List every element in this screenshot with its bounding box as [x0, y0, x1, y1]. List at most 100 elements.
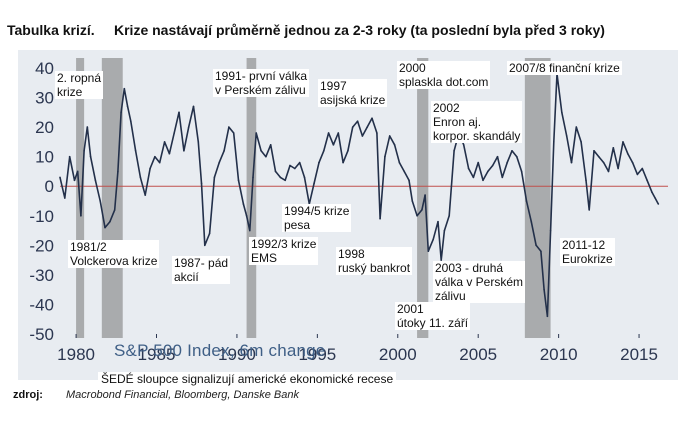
data-point [453, 149, 455, 152]
annotation-1987-crash: 1987- pád akcií [172, 256, 231, 284]
x-tick-label: 2000 [379, 345, 417, 364]
data-point [393, 144, 396, 146]
data-point [218, 161, 221, 164]
data-point [440, 259, 443, 261]
data-point [588, 209, 590, 211]
x-tick-label: 1995 [298, 345, 336, 364]
data-point [232, 132, 235, 134]
y-tick-label: -50 [29, 325, 54, 344]
data-point [113, 209, 116, 211]
data-point [546, 315, 549, 318]
data-point [318, 161, 320, 164]
data-point [126, 105, 129, 108]
data-point [511, 149, 513, 152]
data-point [123, 87, 126, 90]
recession-bar-1 [101, 58, 123, 338]
annotation-oil-crisis: 2. ropná krize [55, 71, 104, 99]
data-point [646, 179, 648, 182]
data-point [424, 194, 426, 196]
data-point [636, 173, 639, 176]
data-point [376, 132, 378, 134]
data-point [213, 176, 216, 179]
annotation-gulf-war-2: 2003 - druhá válka v Perském zálivu [433, 261, 526, 303]
data-point [501, 176, 504, 179]
data-point [491, 164, 494, 167]
data-point [651, 191, 653, 193]
annotation-enron: 2002 Enron aj. korpor. skandály [431, 101, 523, 143]
data-point [602, 161, 605, 164]
y-tick-label: 0 [45, 177, 54, 196]
y-tick-label: -30 [29, 266, 54, 285]
data-point [203, 244, 206, 247]
data-point [347, 149, 349, 152]
data-point [525, 200, 528, 202]
y-tick-label: 30 [35, 89, 54, 108]
data-point [388, 135, 391, 137]
data-point [228, 126, 230, 128]
y-tick-label: -40 [29, 295, 54, 314]
data-point [622, 141, 624, 143]
data-point [144, 194, 147, 196]
chart-area: 40 30 20 10 0 -10 -20 -30 -40 -50 1980 1985 1990 199… [18, 50, 678, 386]
data-point [342, 161, 344, 164]
data-point [173, 132, 176, 134]
data-point [313, 182, 315, 185]
data-point [208, 232, 211, 235]
x-tick-label: 1990 [218, 345, 256, 364]
x-tick-label: 2010 [540, 345, 578, 364]
y-tick-label: -20 [29, 236, 54, 255]
data-point [134, 149, 137, 152]
data-point [303, 176, 306, 179]
header: Tabulka krizí. Krize nastávají průměrně … [0, 0, 698, 50]
data-point [366, 126, 369, 128]
x-tick-label: 2015 [620, 345, 658, 364]
data-point [421, 209, 423, 211]
data-point [269, 144, 272, 146]
data-point [496, 155, 499, 158]
annotation-ems-crisis: 1992/3 krize EMS [249, 237, 319, 265]
data-point [543, 288, 545, 291]
data-point [80, 214, 82, 217]
x-tick-label: 1985 [138, 345, 176, 364]
data-point [437, 220, 439, 223]
data-point [86, 126, 89, 128]
annotation-volcker: 1981/2 Volckerova krize [68, 240, 160, 268]
header-left-title: Tabulka krizí. [7, 22, 95, 38]
data-point [94, 179, 97, 182]
y-tick-label: 20 [35, 118, 54, 137]
data-point [163, 141, 166, 143]
data-point [197, 141, 200, 143]
data-point [149, 167, 151, 170]
annotation-dotcom: 2000 splaskla dot.com [397, 61, 491, 89]
data-point [260, 149, 262, 152]
data-point [361, 135, 364, 137]
annotation-asian-crisis: 1997 asijská krize [318, 79, 388, 107]
data-point [467, 167, 470, 170]
data-point [265, 155, 267, 158]
data-point [657, 203, 660, 205]
data-point [443, 229, 446, 232]
recession-bar-3 [417, 58, 429, 338]
data-point [575, 126, 578, 128]
data-point [183, 149, 185, 152]
data-point [530, 220, 533, 223]
recession-bar-4 [524, 58, 551, 338]
data-point [104, 226, 106, 229]
data-point [371, 117, 373, 120]
data-point [585, 179, 587, 182]
data-point [617, 167, 619, 170]
data-point [477, 161, 480, 164]
data-point [223, 149, 225, 152]
data-point [337, 132, 340, 134]
data-point [200, 182, 203, 185]
data-point [462, 144, 465, 146]
data-point [626, 152, 629, 155]
data-point [252, 176, 254, 179]
data-point [322, 149, 325, 152]
data-point [487, 170, 489, 173]
series-legend: S&P 500 Index, 6m change [114, 341, 326, 360]
data-point [516, 155, 518, 158]
data-point [284, 179, 286, 182]
annotation-eurocrisis: 2011-12 Eurokrize [560, 238, 615, 266]
